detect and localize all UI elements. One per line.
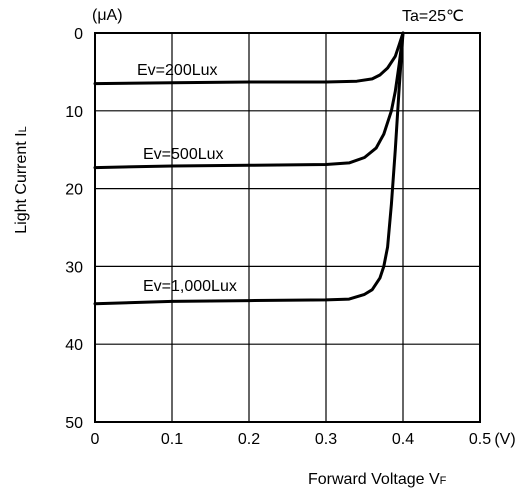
series-label: Ev=1,000Lux: [143, 278, 237, 295]
plot-frame: [94, 32, 481, 423]
series-label: Ev=200Lux: [137, 62, 218, 79]
y-axis-title: Light Current IL: [13, 126, 30, 234]
x-tick-label: 0.1: [161, 431, 183, 448]
series-line: [93, 31, 405, 306]
x-unit-label: (V): [494, 431, 515, 448]
y-tick-label: 0: [74, 26, 83, 43]
x-tick-label: 0.3: [315, 431, 337, 448]
x-axis-title: Forward Voltage VF: [308, 471, 447, 488]
x-tick-label: 0.5: [469, 431, 491, 448]
y-tick-label: 40: [65, 337, 83, 354]
series-group: Ev=200Lux Ev=500Lux Ev=1,000Lux: [93, 31, 405, 306]
series-label: Ev=500Lux: [143, 146, 224, 163]
y-axis-title-main: Light Current I: [13, 132, 30, 233]
y-unit-label: (μA): [92, 7, 123, 24]
y-tick-labels: 0 10 20 30 40 50: [65, 26, 83, 432]
grid: [95, 33, 480, 422]
x-tick-label: 0.2: [238, 431, 260, 448]
x-tick-labels: 0 0.1 0.2 0.3 0.4 0.5: [91, 431, 492, 448]
x-tick-label: 0.4: [392, 431, 414, 448]
y-tick-label: 50: [65, 415, 83, 432]
series-line: [93, 31, 405, 86]
series-line: [93, 31, 405, 170]
x-axis-title-sub: F: [440, 475, 447, 487]
x-axis-title-main: Forward Voltage V: [308, 471, 440, 488]
condition-label: Ta=25℃: [402, 8, 464, 25]
y-tick-label: 20: [65, 182, 83, 199]
y-axis-title-sub: L: [17, 126, 29, 132]
x-tick-label: 0: [91, 431, 100, 448]
y-tick-label: 30: [65, 259, 83, 276]
y-tick-label: 10: [65, 104, 83, 121]
